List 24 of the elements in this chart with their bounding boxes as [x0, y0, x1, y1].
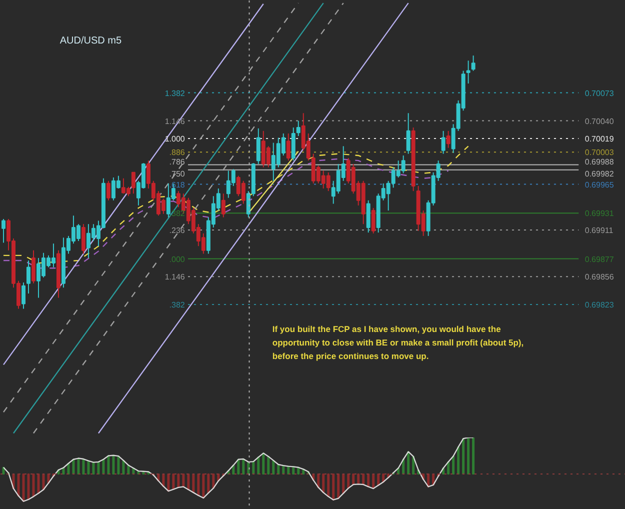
- ref-line-label: 0.69965: [584, 180, 614, 190]
- annotation: If you built the FCP as I have shown, you would have the opportunity to close with BE or make a small profit (about 5p), before the price continues to move up.: [272, 324, 524, 362]
- annotation: 1.146: [164, 272, 186, 282]
- text: AUD/USD m5: [60, 35, 122, 46]
- annotation: 1.000: [164, 134, 186, 144]
- ref-line-label: 0.69911: [584, 226, 614, 236]
- annotation: .886: [169, 148, 186, 158]
- ref-line-label: 0.70019: [584, 134, 614, 144]
- ref-line-label: 0.69988: [584, 157, 614, 166]
- annotation: .236: [169, 226, 186, 236]
- annotation: .382: [169, 300, 186, 310]
- ref-line-label: 0.70040: [584, 116, 614, 126]
- annotation: .618: [169, 180, 186, 190]
- annotation: .000: [169, 254, 186, 264]
- ref-line-label: 0.70003: [584, 148, 614, 158]
- ref-line-label: 0.70073: [584, 88, 614, 98]
- ref-line-label: 0.69877: [584, 254, 614, 264]
- annotation: 1.382: [164, 88, 186, 98]
- annotation: .750: [169, 169, 186, 178]
- annotation: .786: [169, 157, 186, 166]
- ref-line-label: 0.69931: [584, 209, 614, 218]
- ref-line-label: 0.69856: [584, 272, 614, 282]
- ref-line-label: 0.69823: [584, 300, 614, 310]
- ref-line-label: 0.69982: [584, 169, 614, 178]
